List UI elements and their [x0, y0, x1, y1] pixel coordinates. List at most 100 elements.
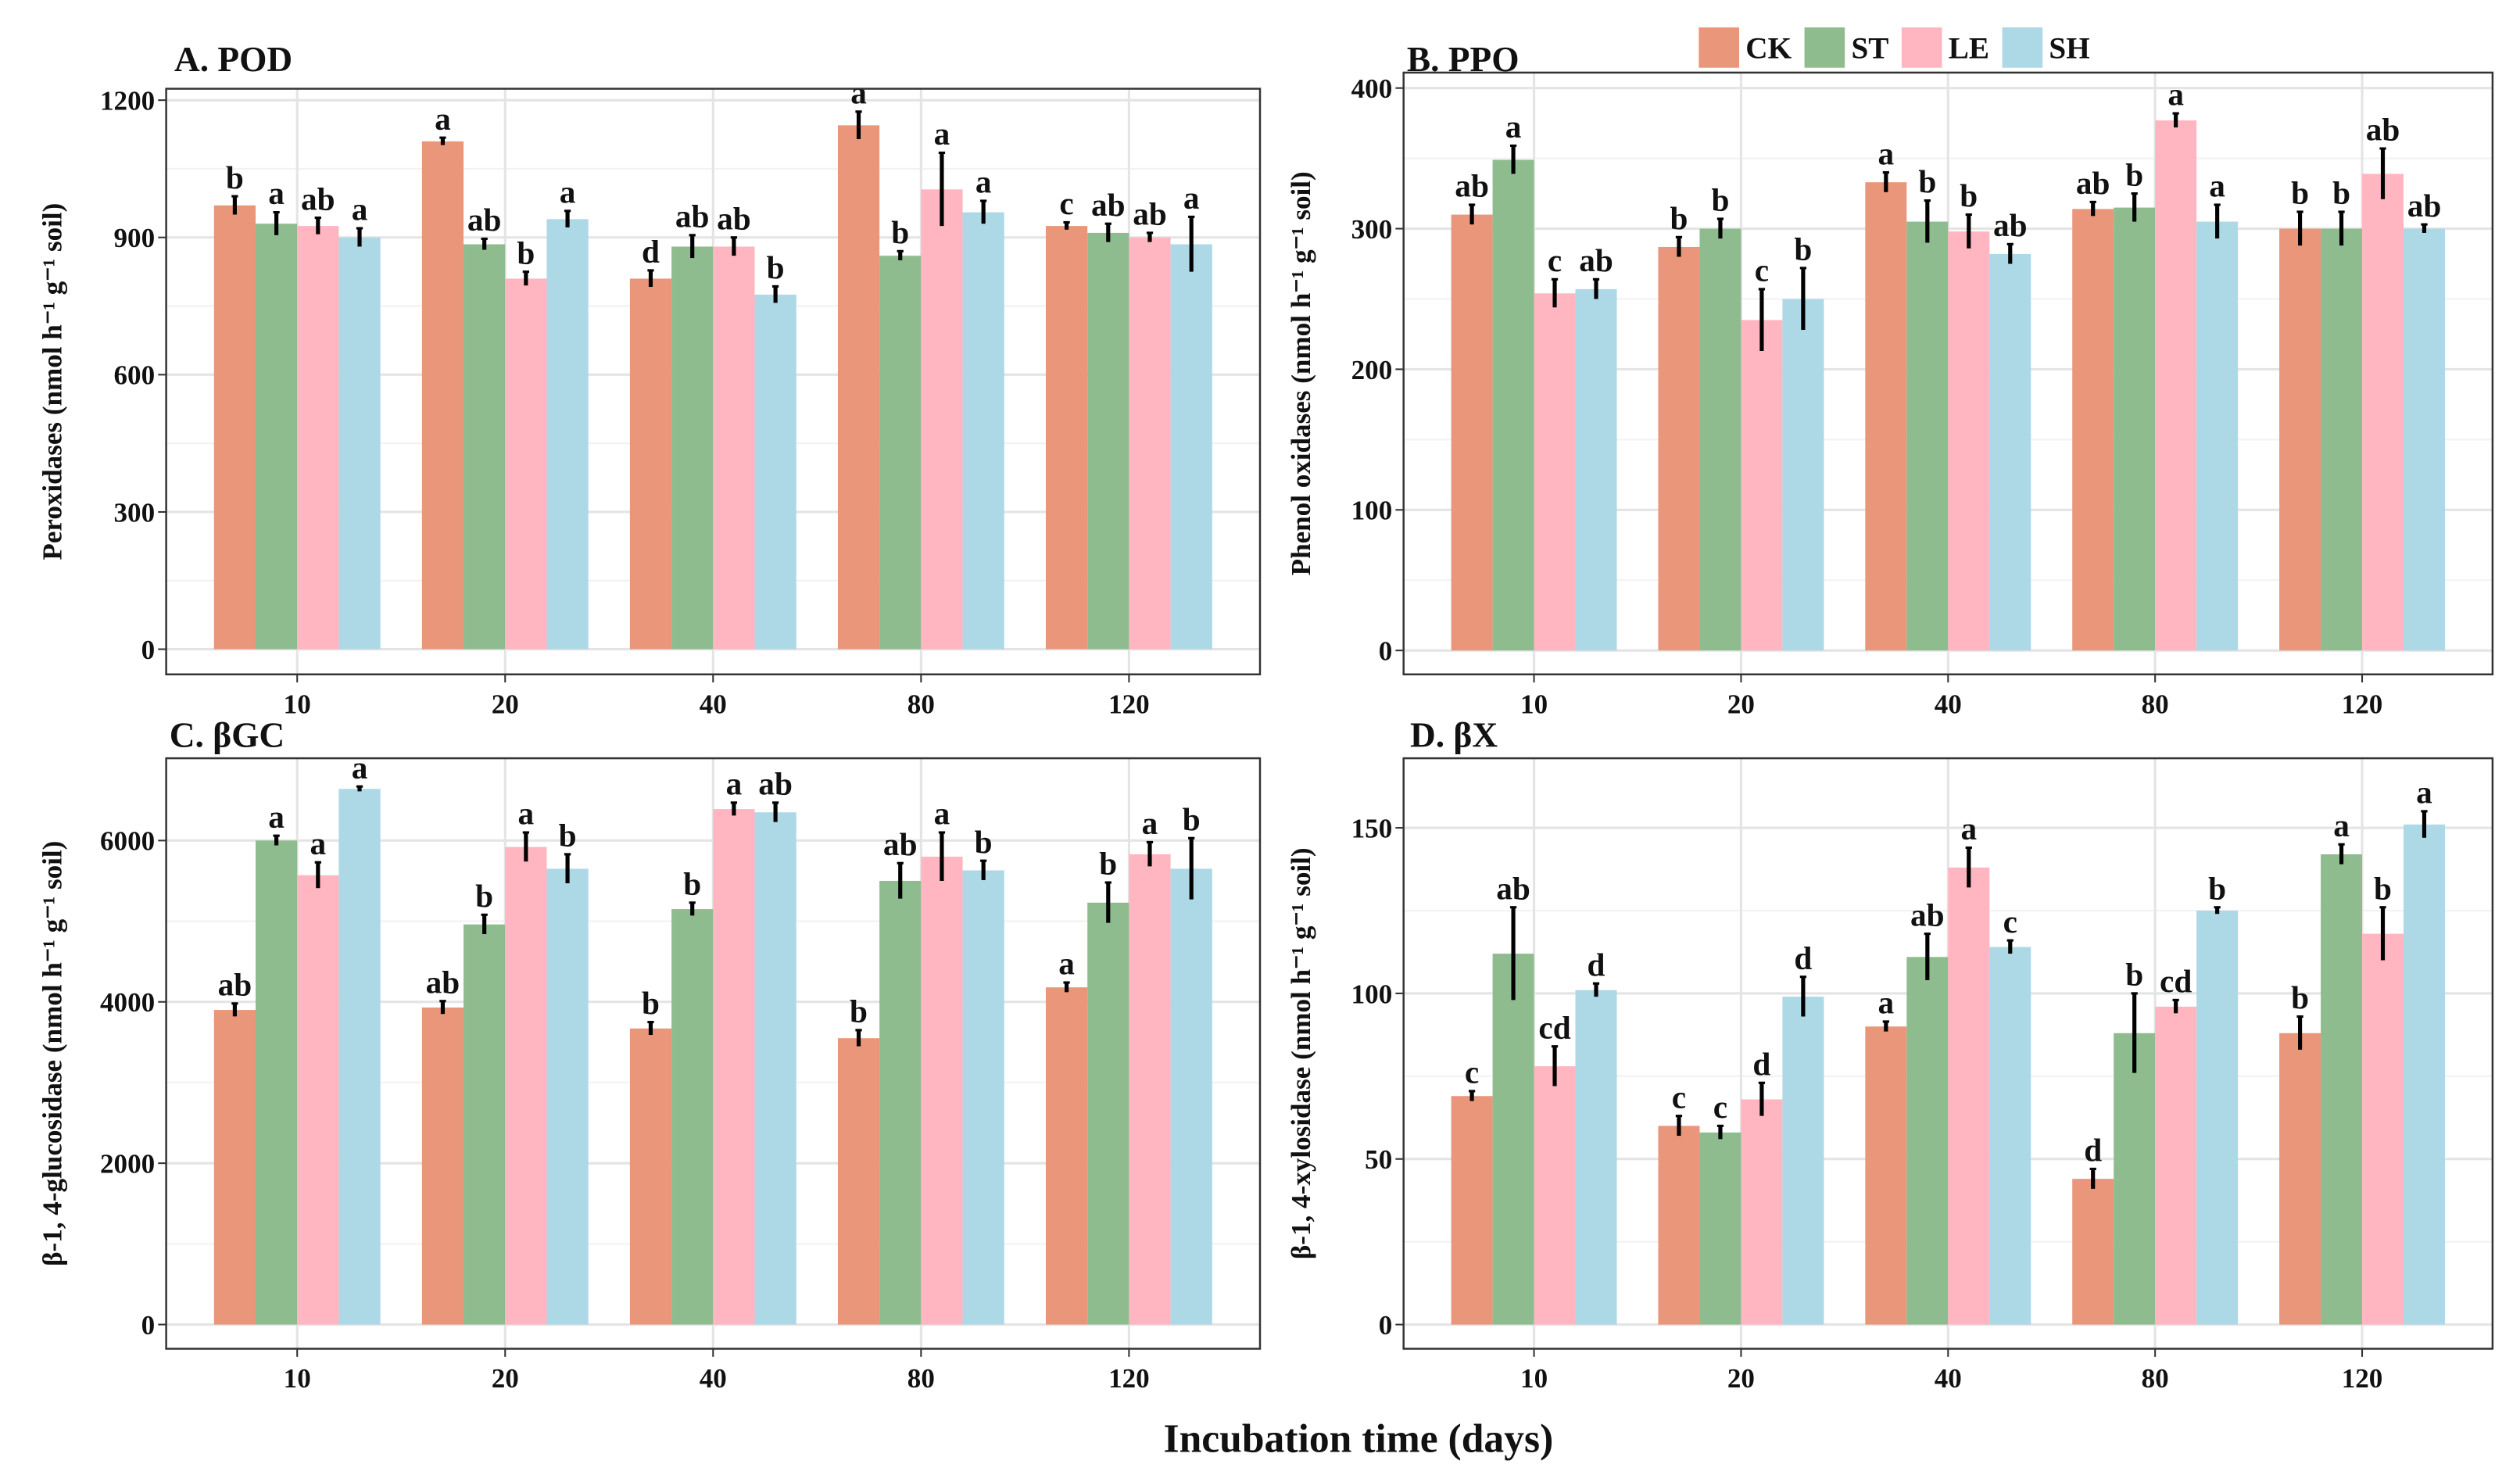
x-axis-title: Incubation time (days): [1164, 1417, 1554, 1462]
bar: [962, 212, 1004, 650]
bar: [1948, 867, 1990, 1325]
significance-letter: c: [1672, 1079, 1686, 1115]
panel-border: [165, 757, 1262, 1350]
bar: [837, 1038, 880, 1325]
y-tick-label: 0: [1379, 636, 1393, 667]
bar: [713, 809, 755, 1325]
x-tick-label: 40: [1935, 1363, 1962, 1394]
x-tick-label: 40: [700, 1363, 727, 1394]
bar: [1045, 226, 1088, 650]
significance-letter: ab: [883, 826, 918, 862]
significance-letter: b: [1183, 801, 1201, 837]
legend-swatch: [2002, 27, 2043, 68]
bar: [2321, 228, 2363, 651]
significance-letter: b: [559, 818, 577, 854]
significance-letter: a: [850, 74, 867, 110]
significance-letter: c: [1755, 252, 1769, 288]
bar: [546, 868, 589, 1325]
y-tick-label: 1200: [100, 86, 155, 116]
y-tick-label: 900: [114, 223, 156, 253]
bar: [921, 856, 963, 1325]
significance-letter: b: [1099, 846, 1117, 882]
bar: [1699, 228, 1741, 651]
y-tick-label: 200: [1351, 355, 1393, 385]
significance-letter: a: [268, 799, 285, 835]
significance-letter: d: [1588, 947, 1605, 983]
bar: [1575, 990, 1617, 1325]
y-axis-title: Peroxidases (nmol h⁻¹ g⁻¹ soil): [37, 203, 67, 560]
bar: [213, 1010, 256, 1325]
x-tick-label: 40: [1935, 689, 1962, 719]
significance-letter: c: [1465, 1054, 1479, 1090]
bar: [1865, 182, 1907, 651]
bar: [2279, 1033, 2321, 1325]
legend-swatch: [1901, 27, 1942, 68]
bar: [713, 246, 755, 650]
significance-letter: a: [1183, 180, 1200, 216]
y-tick-label: 400: [1351, 73, 1393, 104]
bar: [2362, 174, 2404, 651]
significance-letter: cd: [2160, 963, 2192, 999]
bar: [1087, 902, 1129, 1325]
significance-letter: c: [1548, 242, 1562, 278]
significance-letter: ab: [758, 766, 793, 802]
x-tick-label: 10: [284, 689, 311, 719]
bar: [421, 141, 464, 650]
panel-title: C. βGC: [170, 716, 285, 755]
significance-letter: a: [1878, 985, 1895, 1021]
y-tick-label: 4000: [100, 987, 155, 1018]
significance-letter: ab: [2366, 112, 2400, 148]
bar: [421, 1007, 464, 1325]
panel-title: D. βX: [1410, 716, 1498, 755]
significance-letter: a: [1142, 805, 1158, 841]
y-tick-label: 50: [1365, 1144, 1392, 1175]
significance-letter: b: [2208, 870, 2226, 906]
bar: [1741, 320, 1783, 651]
significance-letter: a: [2333, 807, 2350, 843]
bar: [1906, 957, 1949, 1325]
bar: [2072, 209, 2114, 651]
bar: [213, 205, 256, 650]
bar: [2362, 933, 2404, 1325]
significance-letter: a: [310, 825, 326, 861]
bar: [671, 909, 714, 1325]
y-tick-label: 100: [1351, 979, 1393, 1009]
y-tick-label: 2000: [100, 1149, 155, 1180]
significance-letter: b: [767, 249, 785, 285]
significance-letter: ab: [2407, 188, 2442, 224]
significance-letter: a: [268, 175, 285, 211]
significance-letter: a: [352, 192, 368, 227]
y-axis-title: Phenol oxidases (nmol h⁻¹ g⁻¹ soil): [1286, 171, 1316, 575]
bar: [879, 256, 922, 650]
y-tick-label: 100: [1351, 496, 1393, 526]
legend-label: LE: [1949, 31, 1989, 65]
bar: [1741, 1099, 1783, 1325]
x-tick-label: 20: [1727, 689, 1755, 719]
panel-title: B. PPO: [1407, 40, 1520, 79]
y-tick-label: 300: [114, 497, 156, 528]
significance-letter: ab: [1496, 870, 1530, 906]
significance-letter: b: [517, 234, 535, 270]
bar: [1129, 854, 1171, 1325]
significance-letter: ab: [1455, 168, 1489, 204]
bar: [1782, 299, 1824, 651]
panel-border: [165, 88, 1262, 675]
significance-letter: ab: [1579, 242, 1613, 278]
bar: [546, 219, 589, 650]
significance-letter: b: [642, 985, 660, 1021]
bar: [2155, 1006, 2197, 1325]
x-tick-label: 80: [907, 689, 935, 719]
x-tick-label: 10: [1520, 689, 1548, 719]
bar: [1087, 232, 1129, 650]
bar: [1451, 214, 1493, 651]
significance-letter: ab: [1993, 207, 2028, 243]
bar: [1699, 1132, 1741, 1325]
significance-letter: b: [2291, 175, 2309, 211]
x-tick-label: 80: [2142, 1363, 2169, 1394]
significance-letter: a: [560, 174, 576, 209]
significance-letter: a: [1960, 811, 1977, 847]
significance-letter: d: [2084, 1132, 2102, 1168]
legend-label: SH: [2049, 31, 2089, 65]
bar: [1451, 1096, 1493, 1325]
bar: [1492, 954, 1534, 1325]
